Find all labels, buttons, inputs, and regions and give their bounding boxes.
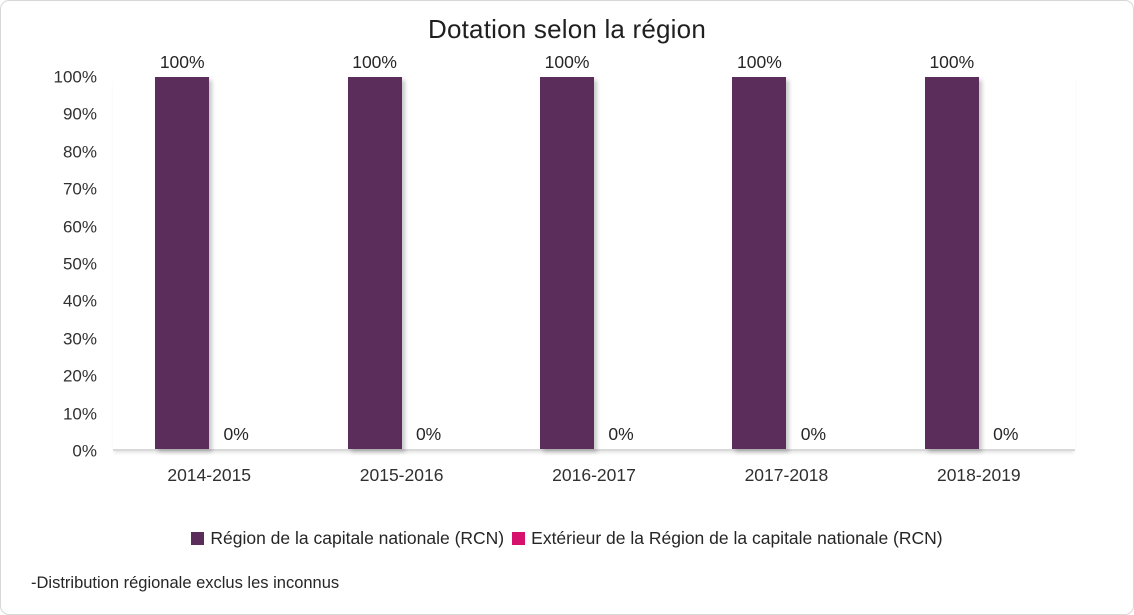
x-axis: 2014-2015 2015-2016 2016-2017 2017-2018 2018… — [113, 451, 1075, 486]
y-tick-label: 90% — [62, 104, 97, 124]
footnote: -Distribution régionale exclus les incon… — [31, 574, 340, 592]
series-slot: 0% — [209, 77, 263, 449]
data-label: 100% — [737, 51, 782, 72]
data-label: 0% — [415, 423, 442, 444]
y-tick-label: 40% — [62, 291, 97, 311]
legend-label: Région de la capitale nationale (RCN) — [210, 528, 505, 548]
x-tick-label: 2014-2015 — [167, 465, 252, 485]
legend: Région de la capitale nationale (RCN) Ext… — [1, 528, 1133, 549]
plot-region: 100% 90% 80% 70% 60% 50% 40% 30% 20% 10% 0% 100% 0%… — [1, 53, 1075, 460]
bar — [155, 77, 210, 449]
data-label: 100% — [352, 51, 397, 72]
series-slot: 0% — [402, 77, 456, 449]
category-group: 100% 0% — [113, 53, 305, 449]
y-tick-label: 70% — [62, 179, 97, 199]
legend-swatch — [512, 532, 526, 545]
category-group: 100% 0% — [498, 53, 690, 449]
chart-title: Dotation selon la région — [428, 14, 706, 44]
x-tick-label: 2016-2017 — [552, 465, 636, 485]
y-tick-label: 10% — [62, 404, 97, 424]
bar — [347, 77, 402, 449]
data-label: 100% — [929, 51, 975, 72]
y-tick-label: 100% — [53, 67, 97, 87]
series-slot: 100% — [732, 53, 787, 449]
y-tick-label: 50% — [62, 254, 97, 274]
x-tick-label: 2017-2018 — [744, 465, 829, 485]
series-slot: 100% — [540, 53, 595, 449]
data-label: 0% — [993, 423, 1019, 444]
data-label: 0% — [800, 423, 827, 444]
series-slot: 0% — [594, 77, 648, 449]
category-group: 100% 0% — [883, 53, 1075, 449]
series-slot: 0% — [786, 77, 840, 449]
series-slot: 100% — [347, 53, 402, 449]
bar — [732, 77, 787, 449]
category-group: 100% 0% — [690, 53, 882, 449]
y-tick-label: 0% — [72, 441, 97, 461]
data-label: 100% — [159, 51, 205, 72]
x-tick-label: 2018-2019 — [936, 465, 1021, 485]
y-tick-label: 60% — [62, 217, 97, 237]
bar — [924, 77, 979, 449]
series-slot: 0% — [979, 77, 1033, 449]
bar — [540, 77, 595, 449]
category-group: 100% 0% — [305, 53, 497, 449]
plot-area: 100% 0% 100% 0% 100% 0% 100% 0% 100% 0% — [113, 53, 1075, 451]
data-label: 0% — [608, 423, 634, 444]
data-label: 0% — [223, 423, 249, 444]
data-label: 100% — [544, 51, 590, 72]
y-axis: 100% 90% 80% 70% 60% 50% 40% 30% 20% 10% 0% — [1, 69, 113, 460]
legend-item: Extérieur de la Région de la capitale na… — [512, 528, 943, 549]
y-tick-label: 30% — [62, 329, 97, 349]
series-slot: 100% — [924, 53, 979, 449]
series-slot: 100% — [155, 53, 210, 449]
x-tick-label: 2015-2016 — [359, 465, 444, 485]
legend-item: Région de la capitale nationale (RCN) — [191, 528, 504, 549]
legend-swatch — [191, 532, 205, 545]
y-tick-label: 20% — [62, 366, 97, 386]
legend-label: Extérieur de la Région de la capitale na… — [531, 528, 943, 548]
y-tick-label: 80% — [62, 142, 97, 162]
